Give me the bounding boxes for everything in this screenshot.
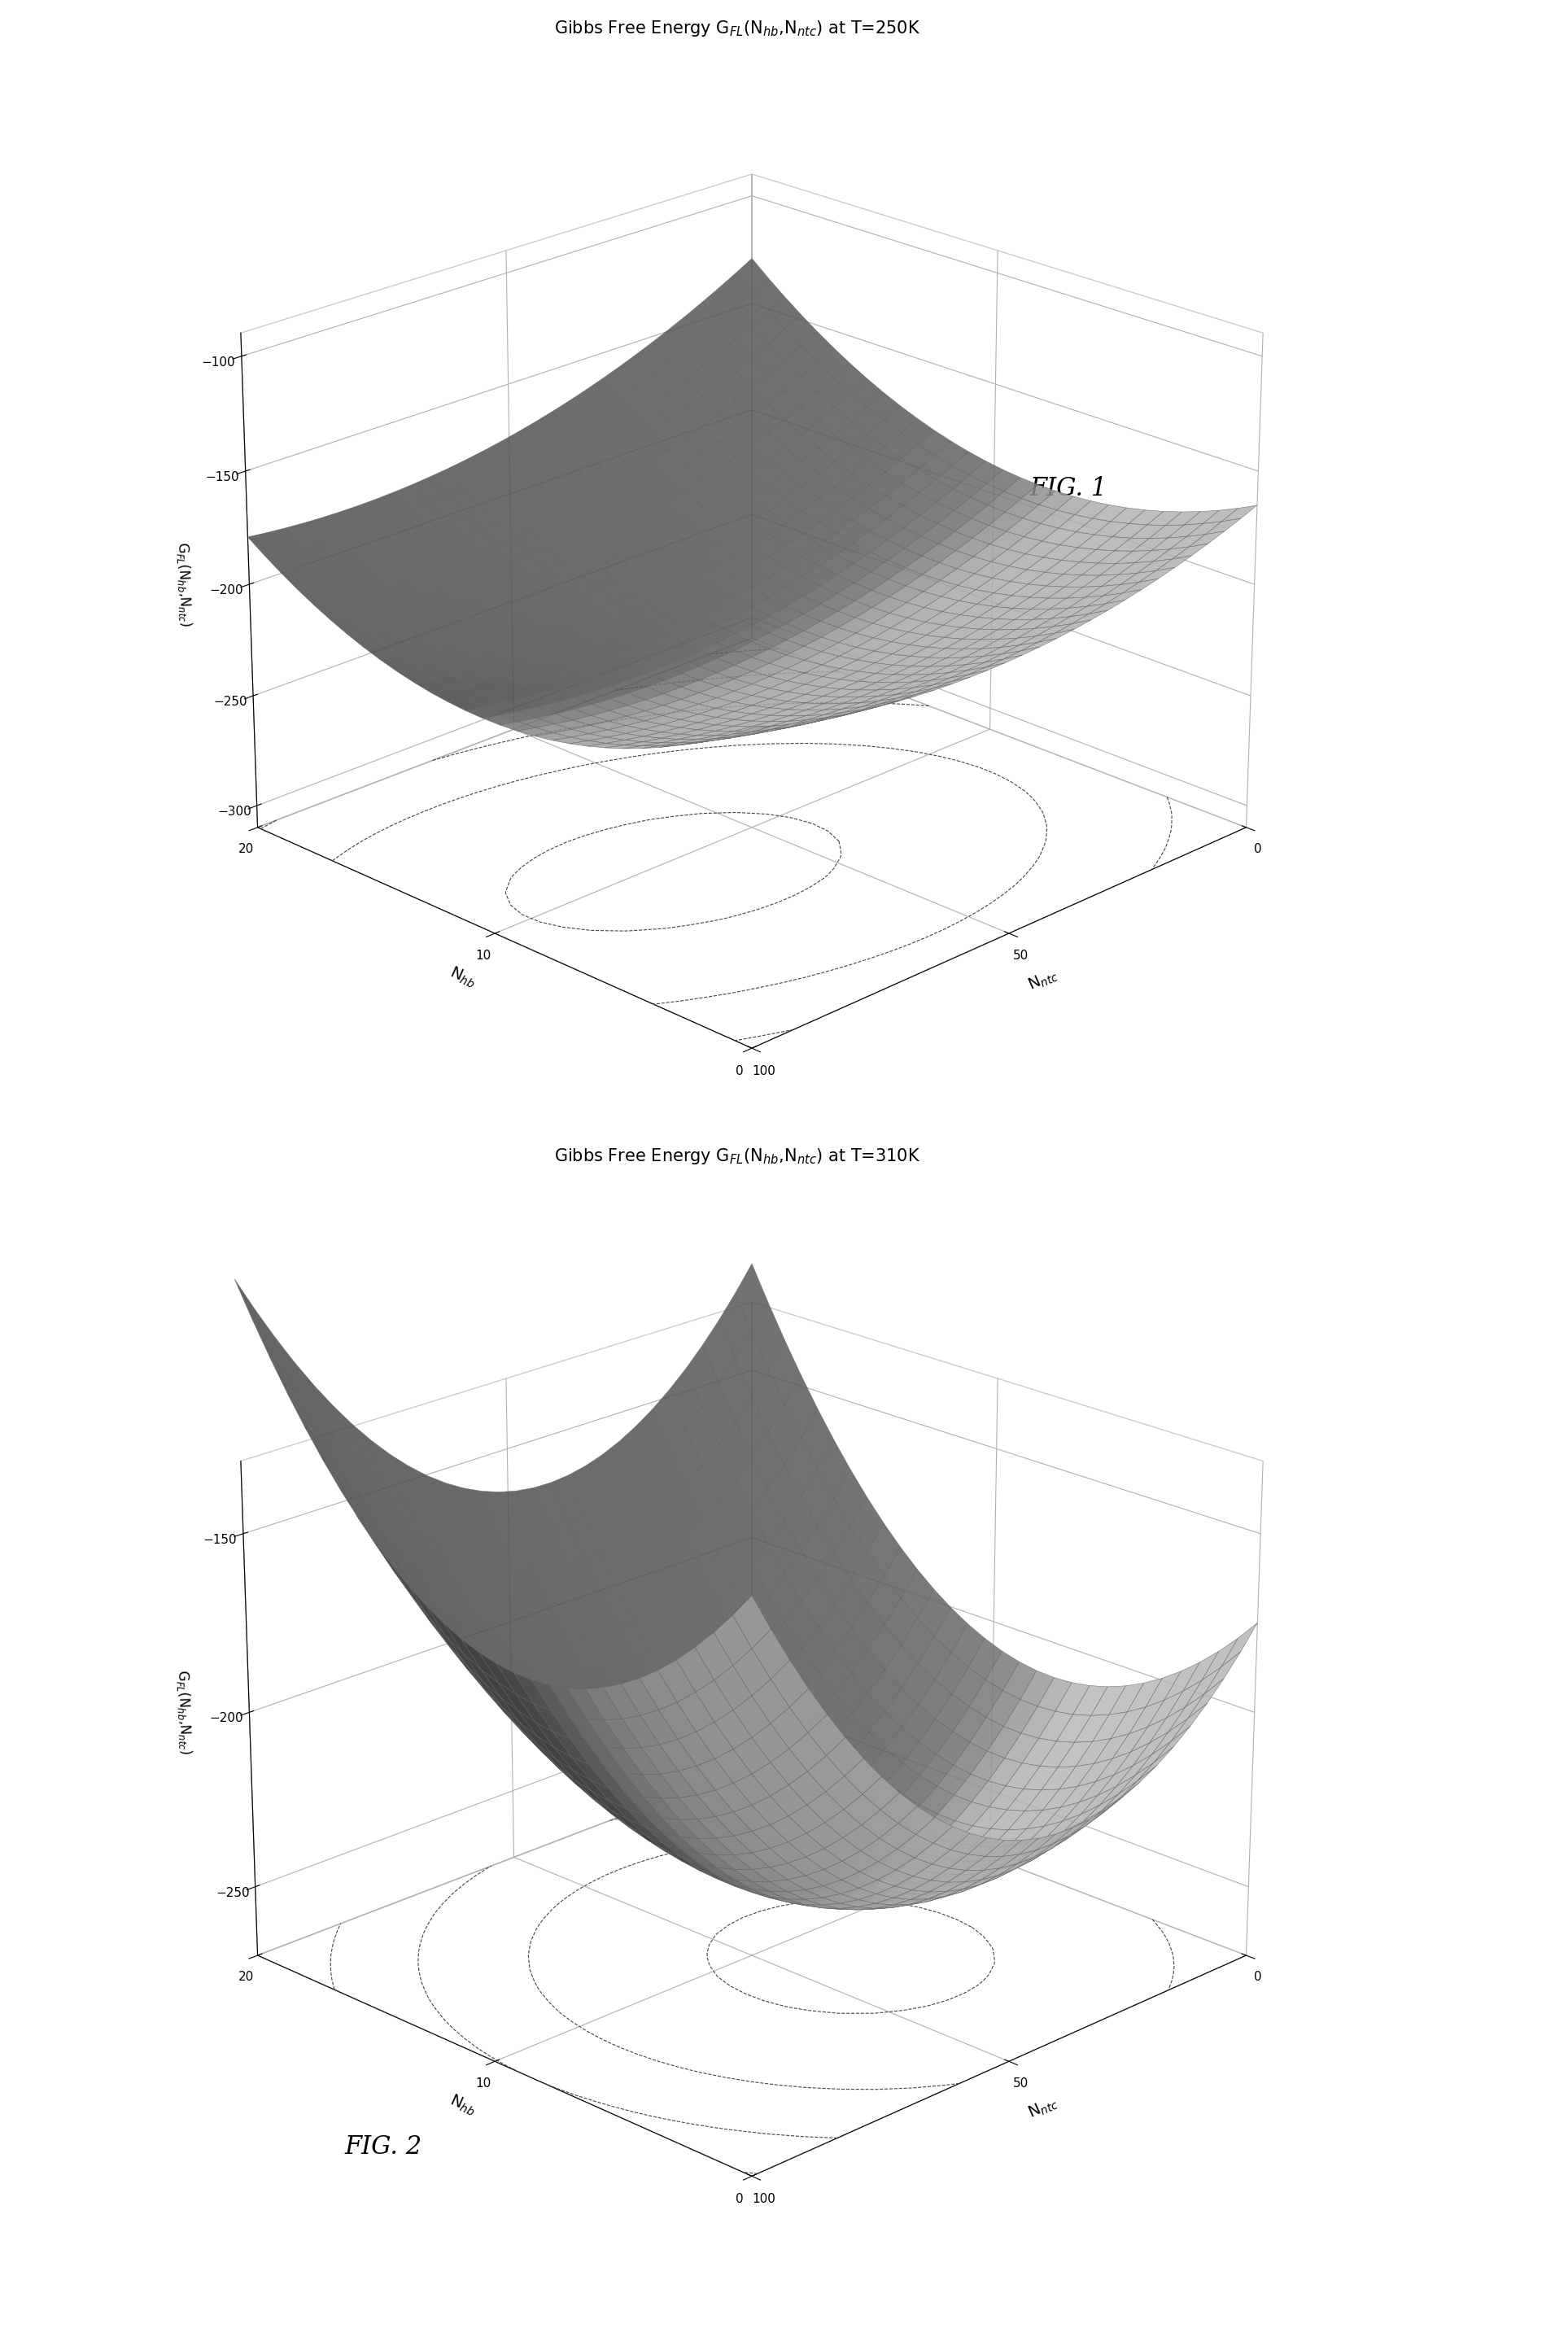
- Text: FIG. 2: FIG. 2: [345, 2134, 422, 2160]
- Title: Gibbs Free Energy G$_{FL}$(N$_{hb}$,N$_{ntc}$) at T=250K: Gibbs Free Energy G$_{FL}$(N$_{hb}$,N$_{…: [554, 19, 920, 38]
- Title: Gibbs Free Energy G$_{FL}$(N$_{hb}$,N$_{ntc}$) at T=310K: Gibbs Free Energy G$_{FL}$(N$_{hb}$,N$_{…: [554, 1147, 920, 1166]
- Y-axis label: N$_{hb}$: N$_{hb}$: [447, 2092, 478, 2117]
- X-axis label: N$_{ntc}$: N$_{ntc}$: [1025, 2094, 1062, 2122]
- Y-axis label: N$_{hb}$: N$_{hb}$: [447, 963, 478, 989]
- Text: FIG. 1: FIG. 1: [1030, 477, 1107, 501]
- X-axis label: N$_{ntc}$: N$_{ntc}$: [1025, 966, 1062, 994]
